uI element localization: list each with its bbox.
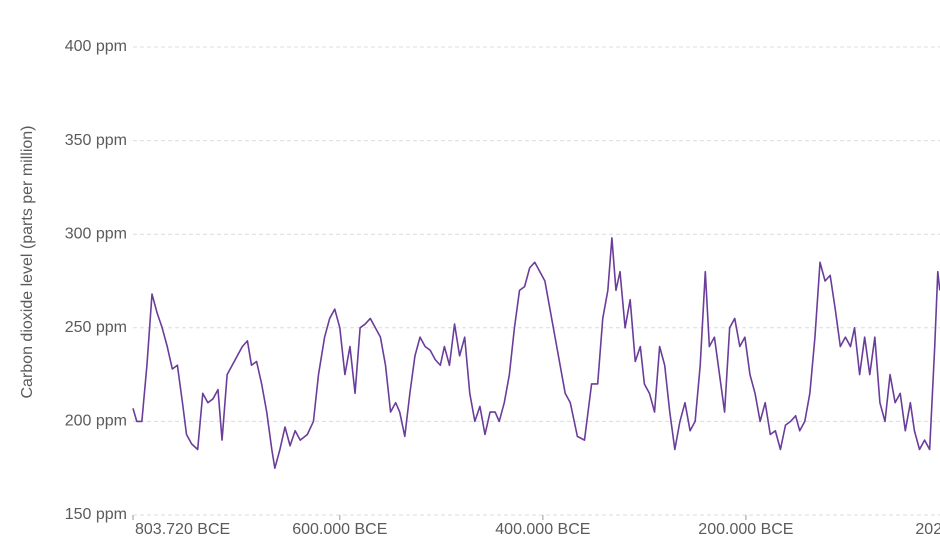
y-tick-label: 150 ppm bbox=[65, 506, 127, 523]
y-tick-label: 300 ppm bbox=[65, 225, 127, 242]
y-axis-label: Carbon dioxide level (parts per million) bbox=[19, 125, 36, 398]
y-tick-label: 250 ppm bbox=[65, 319, 127, 336]
x-tick-label: 200.000 BCE bbox=[698, 521, 793, 538]
y-tick-label: 200 ppm bbox=[65, 413, 127, 430]
x-tick-label: 600.000 BCE bbox=[292, 521, 387, 538]
data-line bbox=[132, 237, 940, 469]
y-tick-label: 400 ppm bbox=[65, 38, 127, 55]
y-tick-label: 350 ppm bbox=[65, 132, 127, 149]
x-tick-label: 400.000 BCE bbox=[495, 521, 590, 538]
x-tick-label: 803.720 BCE bbox=[135, 521, 230, 538]
x-tick-label: 2022 bbox=[915, 521, 940, 538]
